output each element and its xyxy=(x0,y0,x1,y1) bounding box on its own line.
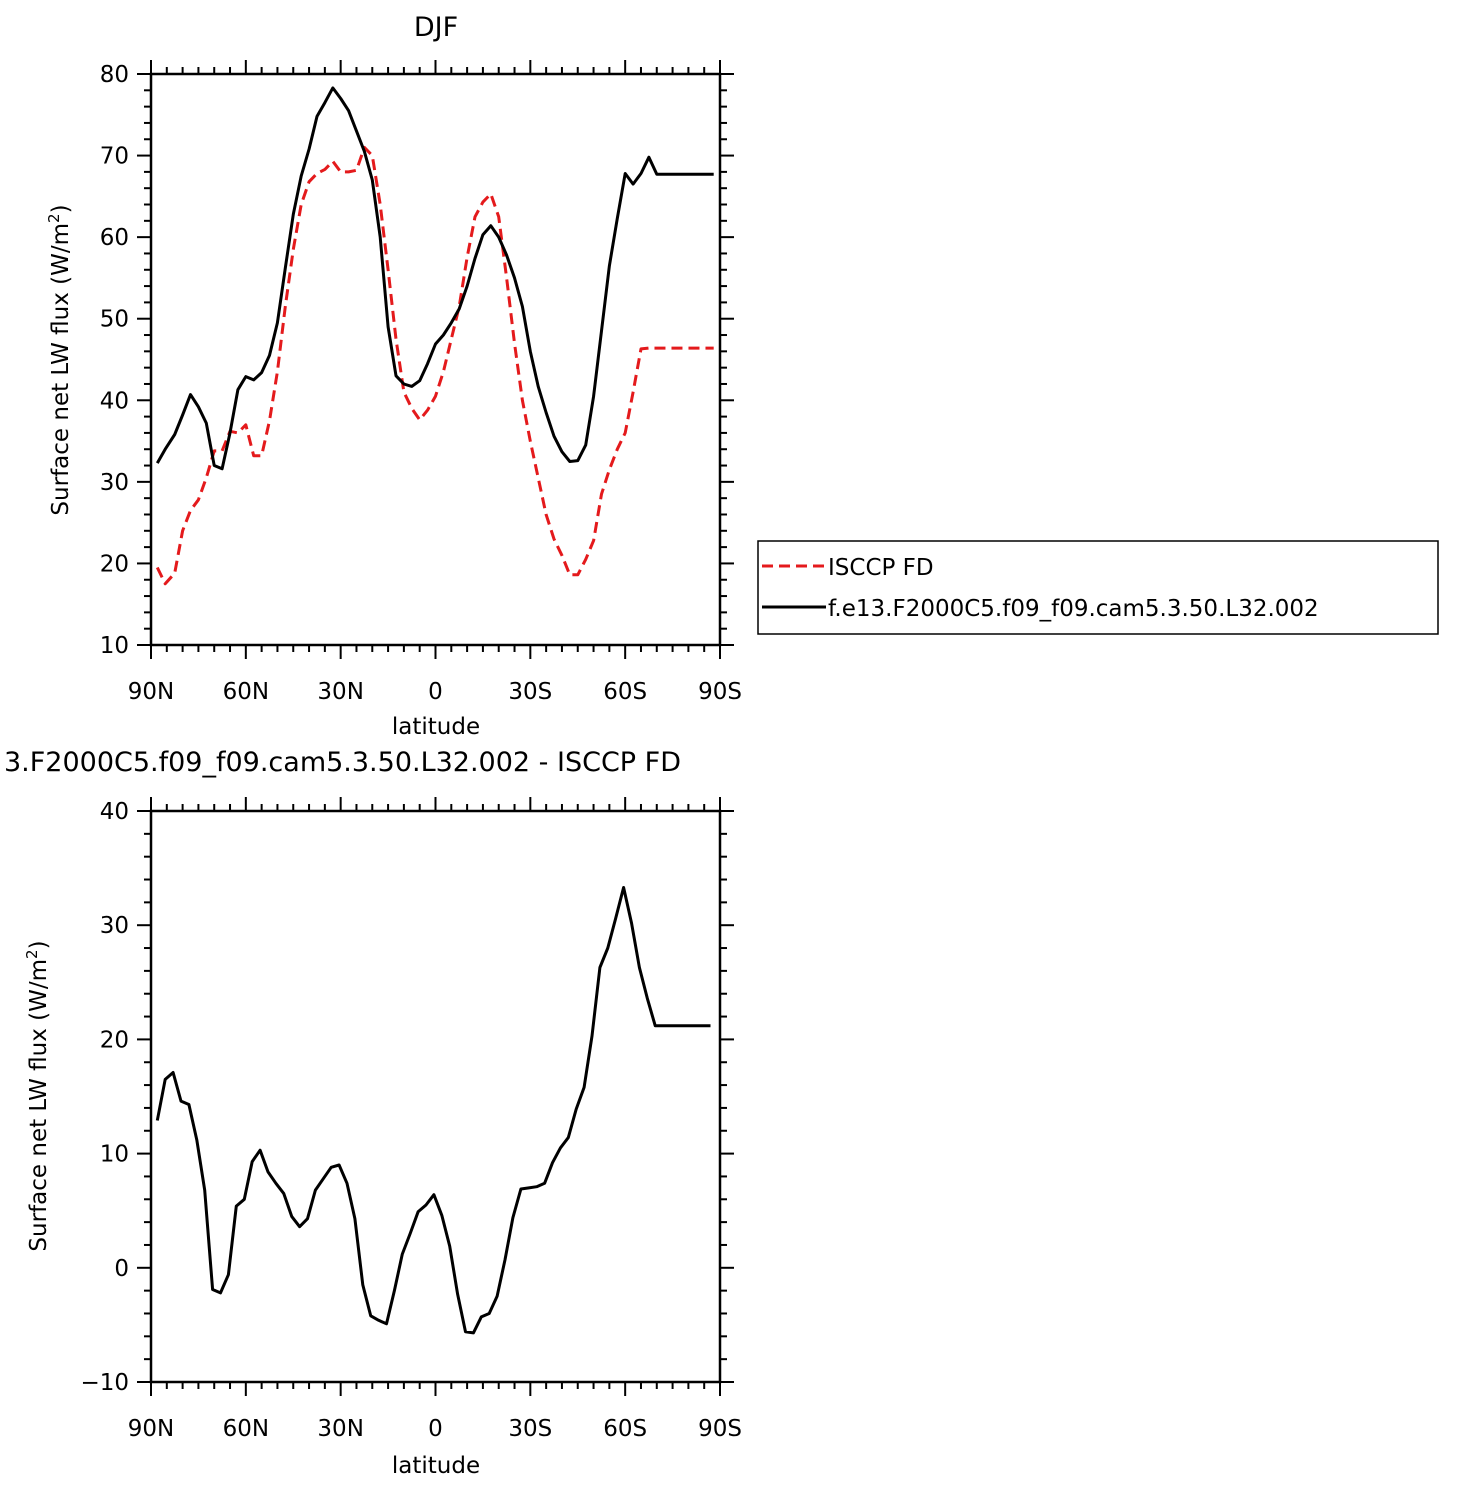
top-y-tick-label: 80 xyxy=(100,62,129,88)
bottom-chart-title: 3.F2000C5.f09_f09.cam5.3.50.L32.002 - IS… xyxy=(4,747,681,778)
top-x-axis-label: latitude xyxy=(392,714,480,740)
top-y-tick-label: 40 xyxy=(100,388,129,414)
legend-box xyxy=(757,540,1439,635)
top-x-tick-label: 60S xyxy=(603,679,647,705)
bottom-y-tick-label: 0 xyxy=(114,1256,129,1282)
top-y-tick-label: 70 xyxy=(100,144,129,170)
bottom-x-tick-label: 30N xyxy=(317,1416,363,1442)
legend: ISCCP FD f.e13.F2000C5.f09_f09.cam5.3.50… xyxy=(757,540,1439,635)
legend-label-isccp: ISCCP FD xyxy=(828,555,934,581)
top-series-line-isccp xyxy=(155,145,714,586)
bottom-series-line-model xyxy=(155,886,711,1335)
bottom-y-axis-label: Surface net LW flux (W/m2) xyxy=(23,940,52,1251)
top-x-tick-label: 60N xyxy=(223,679,269,705)
legend-label-model: f.e13.F2000C5.f09_f09.cam5.3.50.L32.002 xyxy=(828,596,1319,622)
top-panel: DJF Surface net LW flux (W/m2) latitude … xyxy=(45,12,742,740)
bottom-x-tick-label: 0 xyxy=(428,1416,443,1442)
top-x-tick-label: 30S xyxy=(508,679,552,705)
bottom-panel: 3.F2000C5.f09_f09.cam5.3.50.L32.002 - IS… xyxy=(4,747,742,1479)
top-x-tick-label: 0 xyxy=(428,679,443,705)
top-x-tick-label: 90N xyxy=(128,679,174,705)
bottom-plot-frame xyxy=(149,809,722,1384)
top-x-tick-label: 30N xyxy=(317,679,363,705)
top-series-line-model xyxy=(155,86,714,471)
bottom-x-tick-label: 60N xyxy=(223,1416,269,1442)
bottom-x-tick-label: 60S xyxy=(603,1416,647,1442)
bottom-x-axis-label: latitude xyxy=(392,1453,480,1479)
bottom-y-tick-label: 20 xyxy=(100,1027,129,1053)
bottom-y-tick-label: 10 xyxy=(100,1142,129,1168)
top-y-tick-label: 20 xyxy=(100,551,129,577)
bottom-y-tick-label: 30 xyxy=(100,913,129,939)
top-chart-title: DJF xyxy=(414,12,458,43)
bottom-x-tick-label: 90N xyxy=(128,1416,174,1442)
top-y-tick-label: 30 xyxy=(100,470,129,496)
bottom-x-tick-label: 90S xyxy=(698,1416,742,1442)
top-y-tick-label: 60 xyxy=(100,225,129,251)
bottom-x-tick-label: 30S xyxy=(508,1416,552,1442)
bottom-y-tick-label: 40 xyxy=(100,799,129,825)
bottom-y-tick-label: −10 xyxy=(80,1370,129,1396)
top-y-tick-label: 10 xyxy=(100,633,129,659)
top-plot-frame xyxy=(149,72,722,647)
top-y-tick-label: 50 xyxy=(100,307,129,333)
top-x-tick-label: 90S xyxy=(698,679,742,705)
top-y-axis-label: Surface net LW flux (W/m2) xyxy=(45,204,74,515)
